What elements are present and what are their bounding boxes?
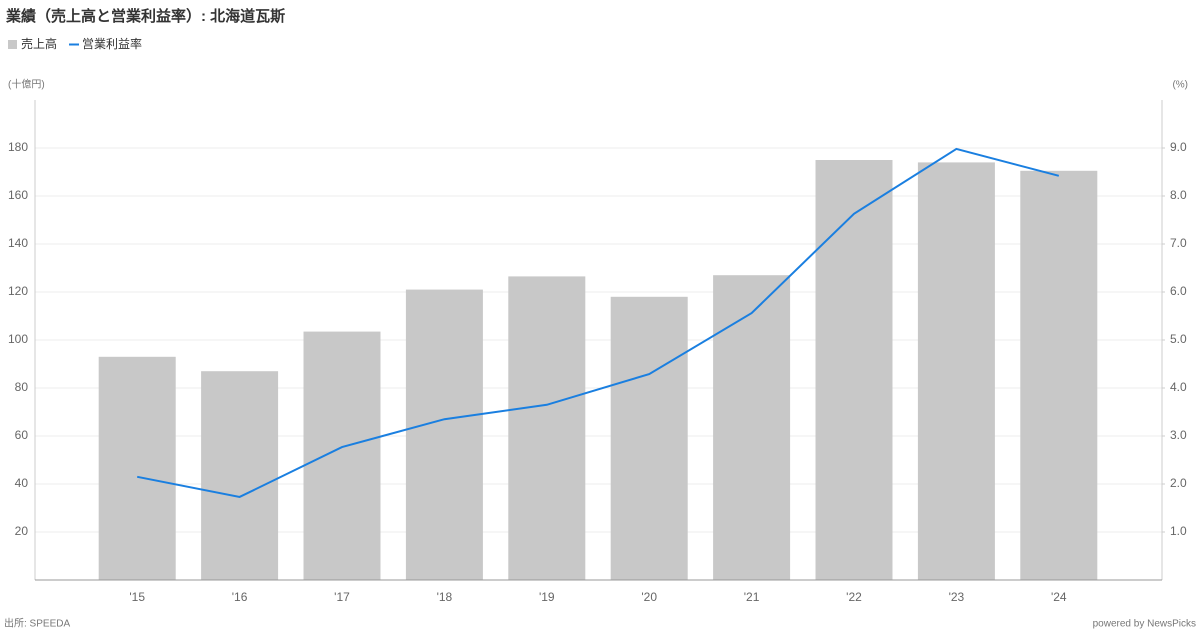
y-tick-label: 80 [15,380,29,394]
legend-label: 営業利益率 [82,36,142,51]
y-tick-label: 180 [8,140,28,154]
bar [303,331,381,580]
y2-tick-label: 2.0 [1170,476,1187,490]
y2-tick-label: 5.0 [1170,332,1187,346]
y2-tick-label: 9.0 [1170,140,1187,154]
y-tick-label: 20 [15,524,29,538]
x-tick-label: '21 [744,590,760,604]
bar [201,371,279,580]
y2-tick-label: 7.0 [1170,236,1187,250]
credit: powered by NewsPicks [1093,619,1196,630]
bar [917,162,995,580]
y-axis-label: (十億円) [8,78,45,91]
y-tick-label: 140 [8,236,28,250]
line [137,147,1060,499]
y-tick-label: 40 [15,476,29,490]
y2-tick-label: 4.0 [1170,380,1187,394]
y-tick-label: 100 [8,332,28,346]
chart-title: 業績（売上高と営業利益率）: 北海道瓦斯 [5,7,285,25]
legend-label: 売上高 [21,36,57,51]
bar [610,296,688,580]
y-tick-label: 120 [8,284,28,298]
y-tick-label: 60 [15,428,29,442]
bar [815,160,893,580]
x-tick-label: '22 [846,590,862,604]
x-tick-label: '15 [129,590,145,604]
y2-tick-label: 3.0 [1170,428,1187,442]
x-tick-label: '17 [334,590,350,604]
x-tick-label: '18 [437,590,453,604]
y2-axis-label: (%) [1172,80,1188,91]
x-tick-label: '20 [641,590,657,604]
y-tick-label: 160 [8,188,28,202]
y2-tick-label: 1.0 [1170,524,1187,538]
x-tick-label: '16 [232,590,248,604]
source: 出所: SPEEDA [4,617,70,630]
x-tick-label: '23 [949,590,965,604]
legend-swatch [8,40,17,49]
bar [1020,170,1098,581]
x-tick-label: '24 [1051,590,1067,604]
bar [98,356,176,580]
x-tick-label: '19 [539,590,555,604]
bar [508,276,586,580]
y2-tick-label: 8.0 [1170,188,1187,202]
bar [713,275,791,580]
y2-tick-label: 6.0 [1170,284,1187,298]
bar [405,289,483,580]
